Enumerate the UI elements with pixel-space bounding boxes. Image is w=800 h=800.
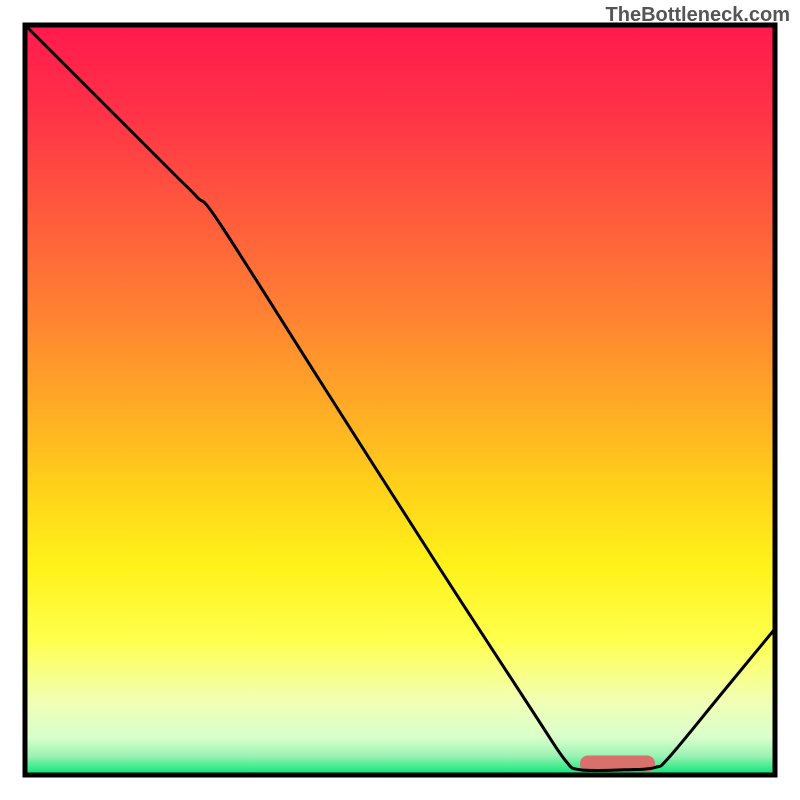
watermark-text: TheBottleneck.com <box>606 4 790 27</box>
bottleneck-chart: TheBottleneck.com <box>0 0 800 800</box>
chart-svg <box>0 0 800 800</box>
